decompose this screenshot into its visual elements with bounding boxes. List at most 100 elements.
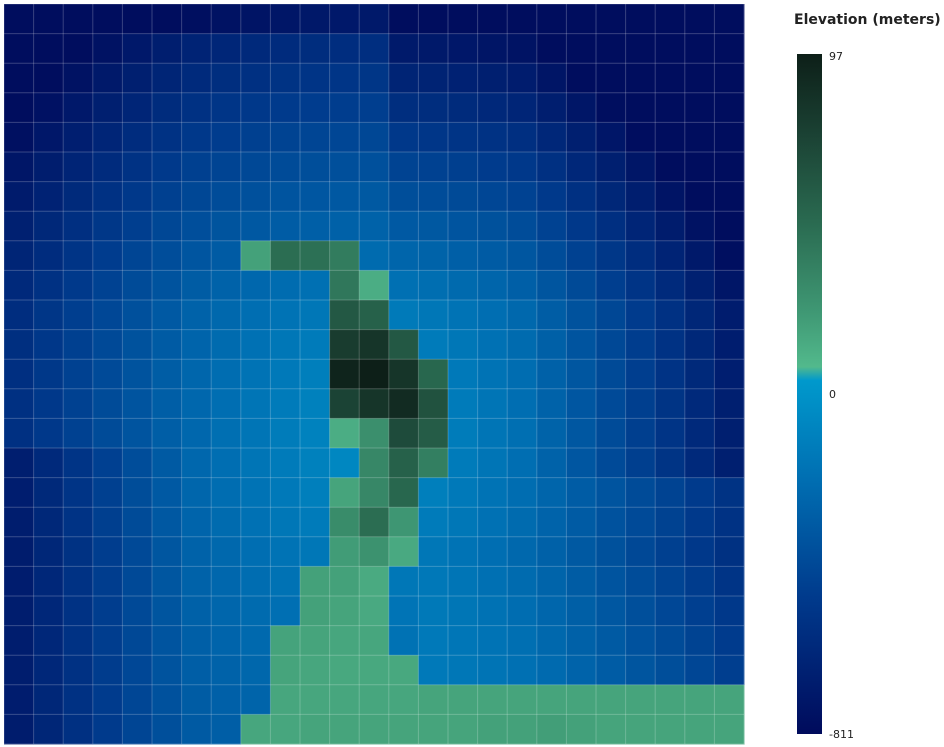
- heatmap-cell: [596, 181, 627, 212]
- heatmap-cell: [448, 625, 479, 656]
- heatmap-cell: [477, 655, 508, 686]
- heatmap-cell: [714, 63, 745, 94]
- heatmap-cell: [388, 596, 419, 627]
- heatmap-cell: [122, 684, 153, 715]
- heatmap-cell: [714, 359, 745, 390]
- heatmap-cell: [448, 329, 479, 360]
- heatmap-cell: [359, 329, 390, 360]
- heatmap-cell: [625, 566, 656, 597]
- heatmap-cell: [211, 418, 242, 449]
- heatmap-cell: [418, 300, 449, 331]
- heatmap-cell: [122, 270, 153, 301]
- heatmap-cell: [448, 211, 479, 242]
- heatmap-cell: [181, 448, 212, 479]
- heatmap-cell: [536, 507, 567, 538]
- heatmap-cell: [596, 536, 627, 567]
- heatmap-cell: [240, 477, 271, 508]
- heatmap-cell: [92, 122, 123, 153]
- heatmap-cell: [211, 477, 242, 508]
- heatmap-cell: [329, 388, 360, 419]
- heatmap-cell: [33, 596, 64, 627]
- heatmap-cell: [596, 507, 627, 538]
- heatmap-cell: [477, 4, 508, 35]
- heatmap-cell: [122, 477, 153, 508]
- heatmap-cell: [63, 270, 94, 301]
- heatmap-cell: [300, 418, 331, 449]
- heatmap-cell: [566, 507, 597, 538]
- heatmap-cell: [477, 418, 508, 449]
- heatmap-cell: [655, 418, 686, 449]
- heatmap-cell: [33, 566, 64, 597]
- heatmap-cell: [122, 240, 153, 271]
- heatmap-cell: [714, 33, 745, 64]
- heatmap-cell: [329, 448, 360, 479]
- heatmap-cell: [33, 714, 64, 745]
- heatmap-cell: [270, 270, 301, 301]
- heatmap-cell: [211, 181, 242, 212]
- heatmap-cell: [418, 211, 449, 242]
- heatmap-cell: [477, 181, 508, 212]
- heatmap-cell: [596, 122, 627, 153]
- heatmap-cell: [211, 329, 242, 360]
- heatmap-cell: [507, 152, 538, 183]
- heatmap-cell: [655, 536, 686, 567]
- heatmap-cell: [655, 714, 686, 745]
- heatmap-cell: [684, 418, 715, 449]
- heatmap-cell: [359, 4, 390, 35]
- heatmap-cell: [655, 388, 686, 419]
- heatmap-cell: [33, 507, 64, 538]
- heatmap-cell: [33, 655, 64, 686]
- heatmap-cell: [566, 448, 597, 479]
- heatmap-cell: [536, 714, 567, 745]
- heatmap-cell: [596, 240, 627, 271]
- heatmap-cell: [477, 714, 508, 745]
- heatmap-cell: [63, 240, 94, 271]
- heatmap-cell: [714, 418, 745, 449]
- heatmap-cell: [684, 270, 715, 301]
- heatmap-cell: [181, 714, 212, 745]
- heatmap-cell: [122, 329, 153, 360]
- heatmap-cell: [181, 625, 212, 656]
- colorbar-tick-max: 97: [829, 50, 843, 63]
- colorbar-title: Elevation (meters): [794, 12, 941, 28]
- heatmap-cell: [388, 92, 419, 123]
- heatmap-cell: [507, 181, 538, 212]
- heatmap-cell: [300, 596, 331, 627]
- heatmap-cell: [240, 152, 271, 183]
- heatmap-cell: [92, 240, 123, 271]
- heatmap-cell: [211, 359, 242, 390]
- heatmap-cell: [596, 4, 627, 35]
- heatmap-cell: [4, 684, 35, 715]
- heatmap-cell: [507, 625, 538, 656]
- heatmap-cell: [329, 270, 360, 301]
- heatmap-cell: [596, 270, 627, 301]
- heatmap-cell: [714, 448, 745, 479]
- heatmap-cell: [152, 625, 183, 656]
- heatmap-cell: [33, 92, 64, 123]
- heatmap-cell: [4, 211, 35, 242]
- heatmap-cell: [536, 536, 567, 567]
- heatmap-cell: [655, 63, 686, 94]
- heatmap-cell: [181, 418, 212, 449]
- heatmap-cell: [63, 4, 94, 35]
- heatmap-cell: [33, 211, 64, 242]
- heatmap-cell: [270, 63, 301, 94]
- heatmap-cell: [33, 418, 64, 449]
- heatmap-cell: [655, 566, 686, 597]
- heatmap-cell: [359, 33, 390, 64]
- heatmap-cell: [388, 507, 419, 538]
- heatmap-cell: [359, 270, 390, 301]
- heatmap-cell: [63, 625, 94, 656]
- heatmap-cell: [714, 270, 745, 301]
- heatmap-cell: [418, 448, 449, 479]
- heatmap-cell: [418, 507, 449, 538]
- heatmap-cell: [448, 684, 479, 715]
- heatmap-cell: [536, 33, 567, 64]
- heatmap-cell: [240, 625, 271, 656]
- heatmap-cell: [152, 63, 183, 94]
- heatmap-cell: [684, 92, 715, 123]
- heatmap-cell: [507, 211, 538, 242]
- heatmap-cell: [152, 684, 183, 715]
- heatmap-cell: [63, 33, 94, 64]
- heatmap-cell: [63, 536, 94, 567]
